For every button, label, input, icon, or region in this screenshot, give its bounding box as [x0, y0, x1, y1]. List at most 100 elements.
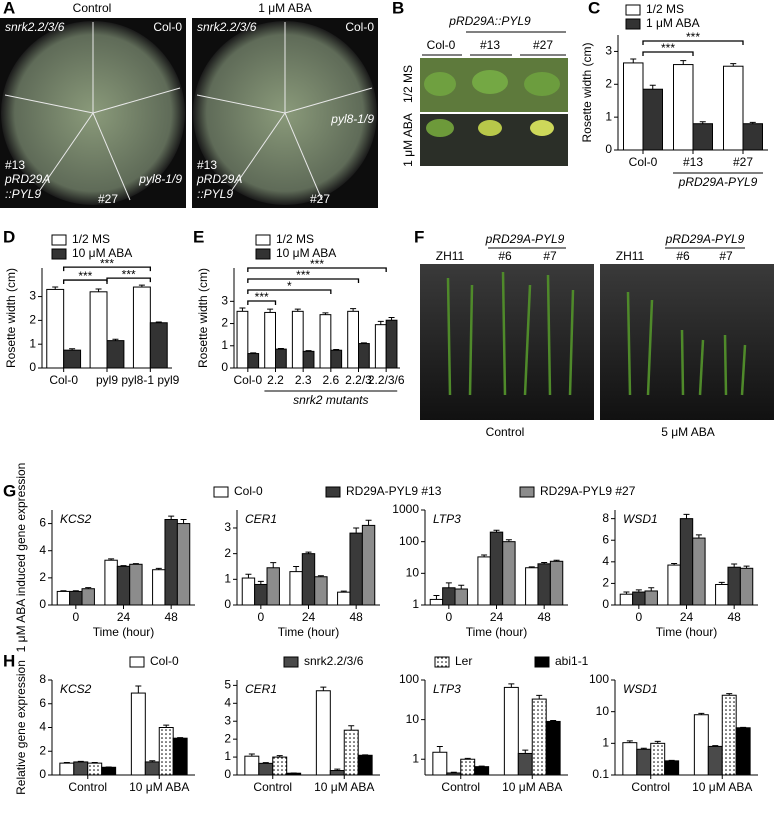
- error-bar: [250, 352, 257, 354]
- legend-swatch: [255, 234, 271, 246]
- y-tick-label: 1: [221, 338, 228, 352]
- bar: [642, 88, 663, 151]
- y-tick-label: 6: [602, 532, 609, 546]
- bar: [644, 590, 658, 606]
- bar: [477, 556, 491, 606]
- photo-column: #7: [719, 249, 733, 263]
- error-bar: [239, 307, 246, 312]
- bar: [739, 567, 754, 606]
- bar: [247, 353, 260, 369]
- error-bar: [450, 771, 457, 773]
- error-bar: [648, 587, 655, 591]
- x-axis-label: Time (hour): [93, 625, 155, 639]
- bar: [116, 565, 131, 606]
- bar: [742, 123, 763, 151]
- significance-label: ***: [296, 268, 310, 282]
- bar: [721, 694, 737, 776]
- legend-label: RD29A-PYL9 #27: [540, 484, 636, 498]
- bar: [59, 762, 75, 776]
- error-bar: [635, 589, 642, 593]
- significance-label: ***: [78, 269, 92, 283]
- error-bar: [69, 348, 76, 351]
- error-bar: [135, 685, 142, 694]
- y-tick-label: 3: [605, 44, 612, 58]
- error-bar: [683, 513, 690, 519]
- error-bar: [163, 724, 170, 728]
- error-bar: [262, 762, 269, 764]
- error-bar: [458, 584, 465, 590]
- bar: [132, 286, 151, 369]
- panel-letter: D: [3, 227, 15, 246]
- photo-label: #13: [197, 158, 217, 172]
- x-axis-label: Time (hour): [278, 625, 340, 639]
- legend-swatch: [325, 486, 341, 498]
- y-tick-label: 2: [29, 313, 36, 327]
- bar: [164, 519, 178, 606]
- y-tick-label: 8: [39, 672, 46, 686]
- panel-letter: G: [3, 481, 16, 500]
- error-bar: [626, 740, 633, 743]
- error-bar: [138, 284, 145, 288]
- y-tick-label: 100: [399, 534, 419, 548]
- legend-label: abi1-1: [555, 654, 589, 668]
- error-bar: [333, 349, 340, 351]
- y-tick-label: 100: [589, 672, 609, 686]
- error-bar: [630, 58, 637, 63]
- y-tick-label: 1000: [392, 502, 419, 516]
- error-bar: [334, 768, 341, 771]
- bar: [735, 727, 751, 776]
- y-tick-label: 2: [39, 743, 46, 757]
- photo-row: 1 μM ABA: [401, 113, 415, 167]
- x-axis-label: Time (hour): [466, 625, 528, 639]
- photo-column: #27: [533, 38, 553, 52]
- y-tick-label: 4: [39, 720, 46, 734]
- bar: [319, 314, 332, 369]
- photo-column: #6: [676, 249, 690, 263]
- bar: [254, 583, 268, 606]
- x-tick-label: #13: [683, 155, 703, 169]
- x-tick-label: 0: [72, 610, 79, 624]
- bar: [442, 587, 456, 606]
- bar: [632, 591, 646, 606]
- bar: [357, 754, 373, 776]
- photo-label: pyl8-1/9: [330, 112, 374, 126]
- error-bar: [553, 559, 560, 562]
- x-tick-label: 2.2/3/6: [368, 373, 405, 387]
- error-bar: [277, 347, 284, 350]
- rice-plants: [446, 271, 747, 396]
- bar: [432, 751, 448, 776]
- y-tick-label: 0: [221, 360, 228, 374]
- legend-label: Col-0: [234, 484, 263, 498]
- bar: [347, 310, 359, 369]
- photo-column: #13: [480, 38, 500, 52]
- photo-label: #27: [98, 192, 118, 206]
- bar: [650, 742, 666, 776]
- panel-letter: H: [3, 651, 15, 670]
- bar: [314, 576, 328, 606]
- bar: [152, 569, 166, 606]
- photo-label: pyl8-1/9: [138, 172, 182, 186]
- error-bar: [276, 755, 283, 758]
- legend-label: 10 μM ABA: [276, 246, 336, 260]
- y-tick-label: 1: [29, 336, 36, 350]
- group-label: pRD29A-PYL9: [678, 175, 758, 189]
- plate-dividers: [4, 22, 373, 201]
- y-tick-label: 4: [602, 554, 609, 568]
- bar: [549, 560, 564, 606]
- bar: [244, 755, 260, 776]
- bar: [289, 571, 303, 606]
- photo-label: snrk2.2/3/6: [197, 20, 257, 34]
- bar: [315, 690, 331, 776]
- significance-bracket: [247, 289, 332, 294]
- error-bar: [433, 594, 440, 600]
- bar: [329, 770, 345, 776]
- x-tick-label: 24: [302, 610, 316, 624]
- legend-swatch: [255, 248, 271, 260]
- bar: [46, 288, 65, 369]
- photo: [600, 264, 774, 420]
- legend-swatch: [534, 656, 550, 668]
- chart-title: KCS2: [60, 682, 92, 696]
- y-tick-label: 6: [39, 516, 46, 530]
- bar: [129, 563, 143, 606]
- legend-swatch: [51, 248, 67, 260]
